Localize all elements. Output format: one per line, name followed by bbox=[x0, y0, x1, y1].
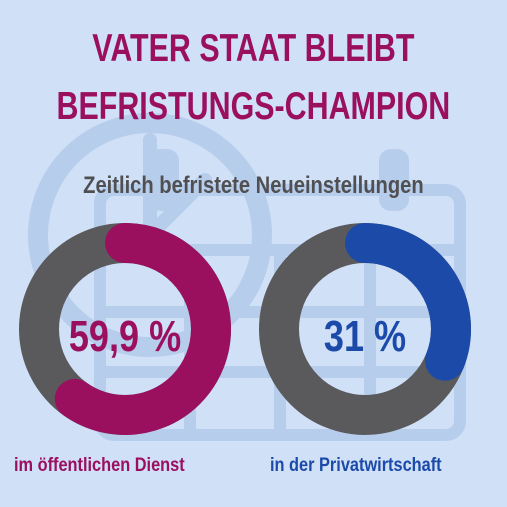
title-line-2: BEFRISTUNGS-CHAMPION bbox=[56, 85, 451, 128]
chart-subtitle: Zeitlich befristete Neueinstellungen bbox=[83, 172, 424, 199]
value-label-private: 31 % bbox=[323, 312, 407, 361]
donut-chart-private bbox=[259, 223, 471, 435]
title-line-1: VATER STAAT BLEIBT bbox=[92, 27, 415, 70]
private-value-arc bbox=[259, 223, 471, 435]
category-label-public: im öffentlichen Dienst bbox=[14, 455, 185, 476]
public-value-arc bbox=[19, 223, 231, 435]
category-label-private: in der Privatwirtschaft bbox=[270, 455, 442, 476]
donut-chart-public bbox=[19, 223, 231, 435]
value-label-public: 59,9 % bbox=[68, 312, 182, 361]
